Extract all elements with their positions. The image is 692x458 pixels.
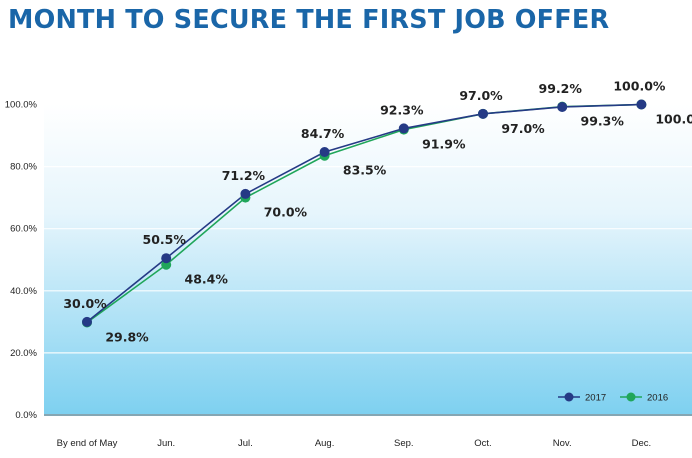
x-tick-label: Aug. xyxy=(315,438,335,449)
y-tick-label: 0.0% xyxy=(15,410,37,421)
y-tick-label: 100.0% xyxy=(5,100,38,111)
data-label-2017: 30.0% xyxy=(63,296,107,311)
data-labels: 30.0% 50.5% 71.2% 84.7% 92.3% 97.0% 99.2% 100.0… xyxy=(63,79,692,345)
legend-marker-2016 xyxy=(626,392,636,402)
x-tick-label: Oct. xyxy=(474,438,491,449)
data-label-2017: 92.3% xyxy=(380,102,424,117)
x-tick-label: Jul. xyxy=(238,438,253,449)
series-lines xyxy=(86,103,642,324)
data-label-2017: 100.0% xyxy=(613,79,666,94)
data-label-2017: 97.0% xyxy=(459,88,503,103)
data-label-2017: 71.2% xyxy=(222,168,266,183)
chart-title: MONTH TO SECURE THE FIRST JOB OFFER xyxy=(8,5,610,35)
data-point-2017 xyxy=(82,316,92,327)
x-tick-label: Sep. xyxy=(394,438,414,449)
data-label-2016: 97.0% xyxy=(501,121,545,136)
data-point-2017 xyxy=(398,123,409,134)
data-point-2017 xyxy=(557,101,568,112)
data-label-2016: 99.3% xyxy=(581,114,625,129)
data-label-2016: 70.0% xyxy=(264,205,308,220)
legend: 2017 2016 xyxy=(558,392,668,404)
y-tick-label: 20.0% xyxy=(10,348,37,359)
x-tick-label: Dec. xyxy=(632,438,652,449)
y-tick-label: 40.0% xyxy=(10,286,37,297)
data-label-2017: 50.5% xyxy=(143,232,187,247)
data-label-2016: 29.8% xyxy=(105,329,149,344)
data-label-2017: 84.7% xyxy=(301,126,345,141)
legend-label-2017: 2017 xyxy=(585,393,606,404)
gridlines xyxy=(44,103,692,416)
data-point-2017 xyxy=(161,253,172,264)
data-label-2016: 100.0% xyxy=(655,112,692,127)
legend-marker-2017 xyxy=(564,392,574,402)
data-point-2017 xyxy=(478,108,488,119)
y-tick-label: 80.0% xyxy=(10,162,37,173)
x-axis-labels: By end of May Jun. Jul. Aug. Sep. Oct. Nov. Dec… xyxy=(57,438,652,449)
x-tick-label: By end of May xyxy=(57,438,118,449)
plot-background xyxy=(44,104,692,416)
data-point-2017 xyxy=(240,188,251,199)
legend-label-2016: 2016 xyxy=(647,393,668,404)
data-points xyxy=(82,99,647,328)
data-label-2017: 99.2% xyxy=(539,81,583,96)
data-label-2016: 48.4% xyxy=(185,272,229,287)
y-axis-labels: 0.0% 20.0% 40.0% 60.0% 80.0% 100.0% xyxy=(5,100,38,422)
y-tick-label: 60.0% xyxy=(10,224,37,235)
x-tick-label: Jun. xyxy=(157,438,175,449)
data-label-2016: 83.5% xyxy=(343,163,387,178)
series-line-2017 xyxy=(86,103,642,323)
data-point-2017 xyxy=(319,147,330,158)
x-tick-label: Nov. xyxy=(553,438,572,449)
data-point-2017 xyxy=(636,99,647,110)
data-label-2016: 91.9% xyxy=(422,137,466,152)
